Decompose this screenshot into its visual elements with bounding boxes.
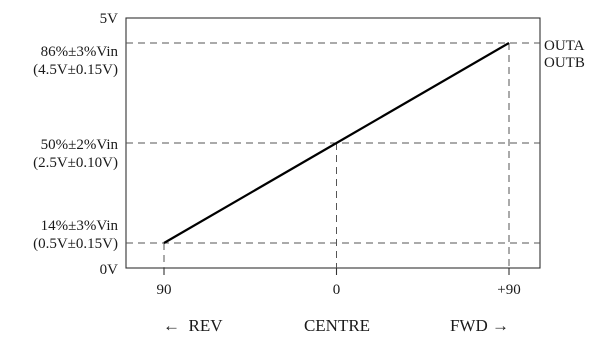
direction-label-rev: ← REV (163, 316, 223, 335)
level-label-high-line1: 86%±3%Vin (41, 44, 119, 60)
series-label-outa: OUTA (544, 38, 585, 54)
direction-label-fwd: FWD → (450, 316, 509, 335)
level-label-mid-line2: (2.5V±0.10V) (33, 155, 118, 171)
direction-label-centre: CENTRE (304, 316, 370, 335)
x-tick-label-rev: 90 (157, 282, 172, 298)
y-top-label: 5V (100, 11, 119, 27)
series-label-outb: OUTB (544, 55, 585, 71)
level-label-mid-line1: 50%±2%Vin (41, 137, 119, 153)
level-label-low-line1: 14%±3%Vin (41, 218, 119, 234)
y-bottom-label: 0V (100, 262, 119, 278)
level-label-mid: 50%±2%Vin (2.5V±0.10V) (33, 137, 118, 171)
level-label-high: 86%±3%Vin (4.5V±0.15V) (33, 44, 118, 78)
x-tick-label-centre: 0 (333, 282, 341, 298)
level-label-high-line2: (4.5V±0.15V) (33, 62, 118, 78)
level-label-low: 14%±3%Vin (0.5V±0.15V) (33, 218, 118, 252)
output-series-line (163, 42, 510, 244)
level-label-low-line2: (0.5V±0.15V) (33, 236, 118, 252)
x-tick-label-fwd: +90 (497, 282, 520, 298)
